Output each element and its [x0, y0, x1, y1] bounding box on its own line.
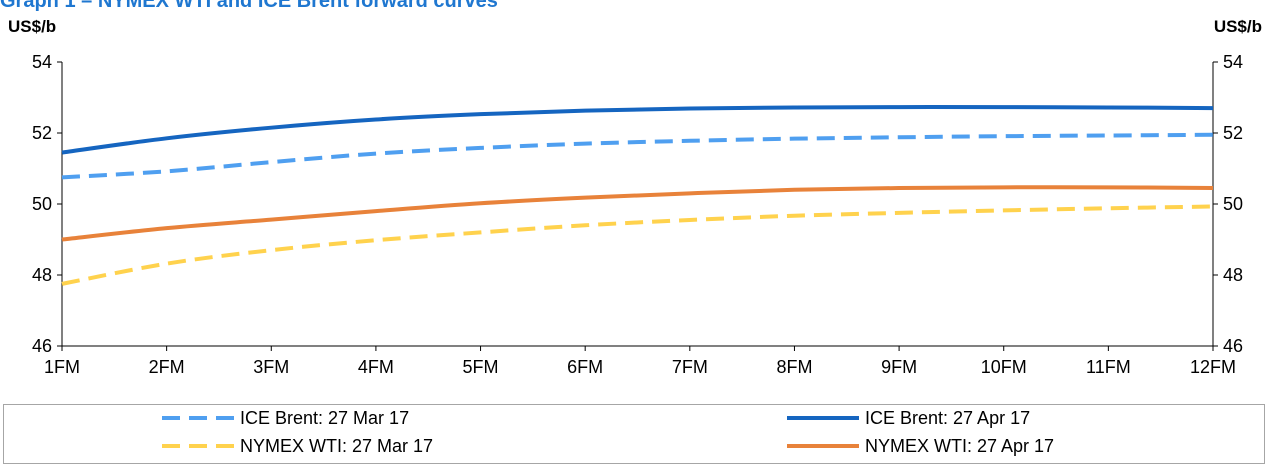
y-tick-label-left: 52 [32, 123, 52, 143]
series-line-2 [61, 105, 1214, 155]
legend-swatch [787, 416, 859, 420]
series-line-1 [61, 132, 1214, 180]
y-axis-unit-right: US$/b [1213, 17, 1262, 36]
legend-label: ICE Brent: 27 Apr 17 [865, 407, 1031, 428]
x-tick-label: 9FM [881, 357, 917, 377]
legend-swatch [162, 416, 234, 420]
y-tick-label-left: 54 [32, 52, 52, 72]
y-tick-label-right: 52 [1223, 123, 1243, 143]
y-axis-unit-left: US$/b [8, 17, 57, 36]
chart-title: Graph 1 – NYMEX WTI and ICE Brent forwar… [0, 0, 498, 12]
x-tick-label: 3FM [253, 357, 289, 377]
chart-series [61, 105, 1214, 286]
legend-label: NYMEX WTI: 27 Apr 17 [865, 435, 1055, 456]
x-tick-label: 4FM [358, 357, 394, 377]
x-tick-label: 12FM [1190, 357, 1236, 377]
x-tick-label: 5FM [463, 357, 499, 377]
chart-axes [57, 61, 1218, 351]
x-tick-label: 2FM [149, 357, 185, 377]
legend-label: ICE Brent: 27 Mar 17 [240, 407, 410, 428]
legend-swatch [787, 444, 859, 448]
y-tick-label-right: 50 [1223, 194, 1243, 214]
x-tick-label: 7FM [672, 357, 708, 377]
x-tick-label: 10FM [981, 357, 1027, 377]
y-tick-label-left: 46 [32, 336, 52, 356]
y-tick-label-right: 46 [1223, 336, 1243, 356]
x-tick-label: 1FM [44, 357, 80, 377]
y-tick-label-left: 50 [32, 194, 52, 214]
legend-item: NYMEX WTI: 27 Apr 17 [787, 435, 1054, 457]
legend-item: NYMEX WTI: 27 Mar 17 [162, 435, 433, 457]
legend-swatch [162, 444, 234, 448]
legend-item: ICE Brent: 27 Mar 17 [162, 407, 409, 429]
chart-tick-labels: 46 46 48 48 50 50 52 52 54 54 1FM 2FM 3FM 4FM 5FM 6FM 7F… [32, 52, 1243, 377]
x-tick-label: 11FM [1086, 357, 1131, 377]
x-tick-label: 8FM [776, 357, 812, 377]
x-tick-label: 6FM [567, 357, 603, 377]
legend-label: NYMEX WTI: 27 Mar 17 [240, 435, 434, 456]
y-tick-label-right: 54 [1223, 52, 1243, 72]
series-line-3 [61, 204, 1214, 286]
chart-legend: ICE Brent: 27 Mar 17 ICE Brent: 27 Apr 17… [3, 404, 1265, 464]
series-line-4 [61, 185, 1214, 242]
legend-item: ICE Brent: 27 Apr 17 [787, 407, 1030, 429]
y-tick-label-left: 48 [32, 265, 52, 285]
line-chart: 46 46 48 48 50 50 52 52 54 54 1FM 2FM 3FM 4FM 5FM 6FM 7F… [32, 52, 1243, 377]
y-tick-label-right: 48 [1223, 265, 1243, 285]
